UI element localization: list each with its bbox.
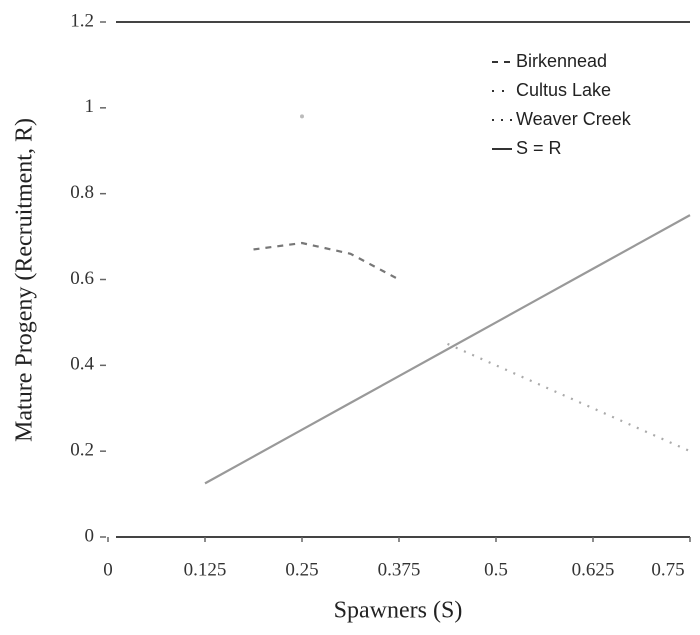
legend-text: S = R (516, 138, 562, 158)
y-tick-label: 0.4 (70, 354, 94, 375)
legend-text: Birkennead (516, 51, 607, 71)
legend-text: Weaver Creek (516, 109, 632, 129)
y-tick-label: 0 (85, 525, 95, 546)
line-point (300, 114, 304, 119)
x-tick-label: 0.375 (378, 559, 421, 580)
x-tick-label: 0 (103, 559, 113, 580)
y-tick-label: 0.2 (70, 440, 94, 461)
y-tick-label: 0.8 (70, 182, 94, 203)
series-line (253, 241, 400, 281)
x-axis-title: Spawners (S) (334, 598, 463, 624)
x-tick-label: 0.75 (651, 559, 684, 580)
x-tick-label: 0.5 (484, 559, 508, 580)
y-axis-title: Mature Progeny (Recruitment, R) (12, 118, 38, 442)
x-tick-label: 0.625 (572, 559, 615, 580)
y-tick-label: 1.2 (70, 10, 94, 31)
y-tick-label: 1 (85, 96, 95, 117)
legend-text: Cultus Lake (516, 80, 611, 100)
series-line (204, 214, 691, 485)
x-tick-label: 0.25 (285, 559, 318, 580)
x-tick-label: 0.125 (184, 559, 227, 580)
series-line (447, 342, 691, 453)
y-tick-label: 0.6 (70, 268, 94, 289)
